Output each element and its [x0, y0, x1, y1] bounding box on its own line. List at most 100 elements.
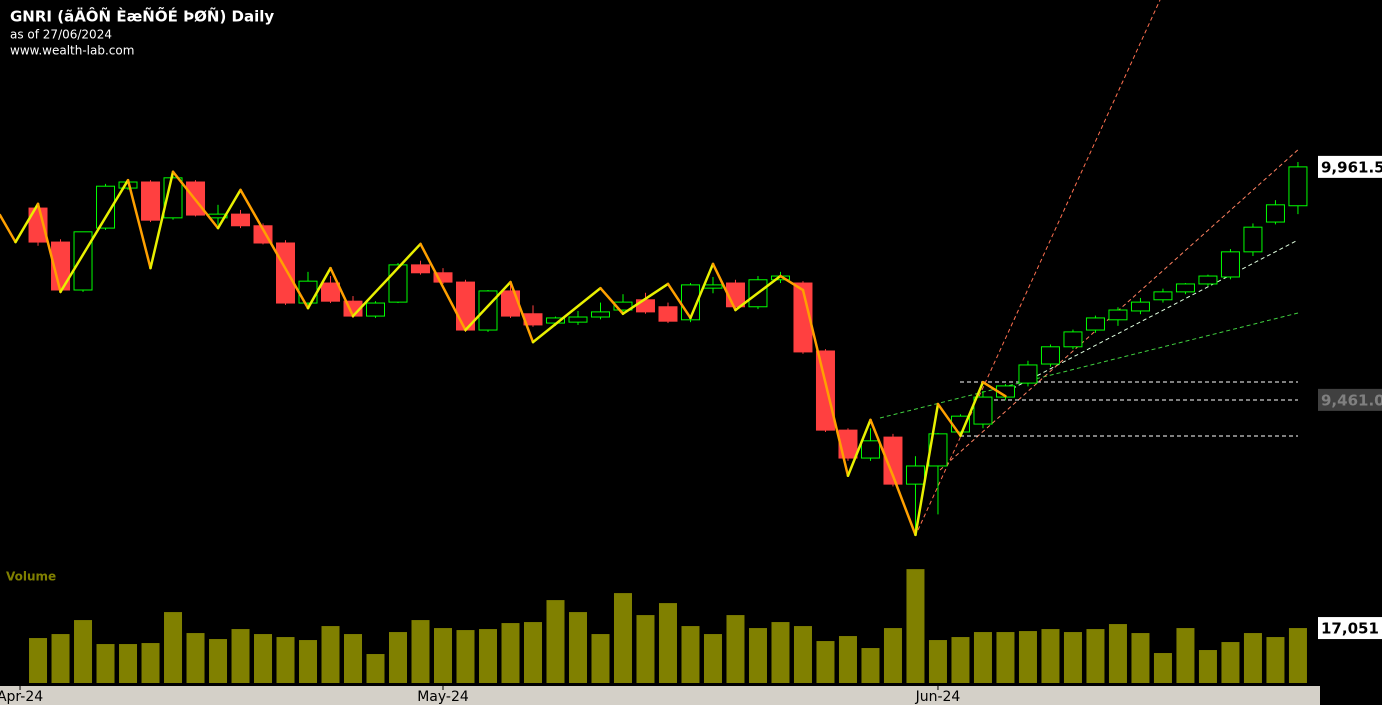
- trend-line: [879, 312, 1299, 419]
- trend-line: [917, 0, 1161, 531]
- volume-bar: [613, 593, 632, 683]
- source: www.wealth-lab.com: [10, 44, 134, 58]
- volume-bar: [478, 629, 497, 683]
- zigzag-segment: [891, 474, 917, 537]
- zigzag-segment: [531, 286, 602, 344]
- zigzag-segment: [329, 266, 355, 318]
- candle-body: [860, 440, 880, 459]
- zigzag-segment: [306, 266, 332, 310]
- x-tick-label: May-24: [417, 689, 469, 705]
- volume-bar: [523, 622, 542, 683]
- volume-bar: [231, 629, 250, 683]
- candle-body: [96, 185, 116, 229]
- chart-title: GNRI (ãÄÔÑ ÈæÑÕÉ ÞØÑ) Daily: [10, 7, 274, 26]
- volume-bar: [209, 639, 228, 683]
- zigzag-segment: [14, 202, 40, 244]
- zigzag-segment: [126, 178, 152, 270]
- volume-bar: [1063, 632, 1082, 683]
- candle-body: [411, 264, 431, 274]
- price-label-box: [1318, 388, 1382, 411]
- price-label: 9,961.5: [1321, 158, 1382, 176]
- candle-body: [703, 284, 723, 289]
- volume-bar: [726, 615, 745, 683]
- candle-body: [1265, 204, 1285, 223]
- zigzag-segment: [621, 282, 670, 315]
- zigzag-segment: [869, 418, 895, 477]
- volume-title: Volume: [6, 570, 56, 584]
- candle-body: [613, 301, 633, 311]
- zigzag-segment: [981, 380, 1007, 398]
- candle-body: [1130, 301, 1150, 312]
- candle-body: [658, 306, 678, 322]
- volume-bar: [1198, 650, 1217, 683]
- candle-body: [141, 181, 161, 221]
- candle-body: [1063, 331, 1083, 348]
- zigzag-segment: [666, 282, 692, 320]
- candle-body: [793, 282, 813, 353]
- volume-bar: [321, 626, 340, 683]
- volume-bar: [96, 644, 115, 683]
- trend-lines: [879, 0, 1301, 531]
- volume-bar: [951, 637, 970, 683]
- volume-bar: [186, 633, 205, 683]
- candle-body: [883, 436, 903, 485]
- zigzag-segment: [171, 170, 220, 230]
- volume-bar: [996, 632, 1015, 683]
- candle-body: [815, 350, 835, 431]
- zigzag-segment: [36, 202, 62, 294]
- volume-bar: [344, 634, 363, 683]
- trend-line: [939, 147, 1301, 471]
- volume-bar: [1108, 624, 1127, 683]
- candle-body: [73, 231, 93, 291]
- volume-bar: [1018, 631, 1037, 683]
- candle-body: [231, 213, 251, 227]
- volume-bar: [816, 641, 835, 683]
- volume-bar: [771, 622, 790, 683]
- volume-bar: [51, 634, 70, 683]
- zigzag-segment: [216, 188, 242, 230]
- zigzag-segment: [464, 280, 512, 332]
- volume-bar: [973, 632, 992, 683]
- volume-bar: [254, 634, 273, 683]
- volume-bar: [838, 636, 857, 683]
- zigzag-segment: [59, 178, 130, 294]
- volume-label: 17,051: [1321, 620, 1379, 638]
- candle-body: [1288, 166, 1308, 207]
- chart-subtitle: as of 27/06/2024: [10, 28, 112, 42]
- volume-bar: [568, 612, 587, 683]
- volume-bar: [883, 628, 902, 683]
- zigzag-segment: [689, 262, 715, 320]
- volume-bar: [456, 630, 475, 683]
- candle-body: [276, 242, 296, 304]
- candle-body: [568, 316, 588, 323]
- candle-body: [973, 396, 993, 425]
- volume-bar: [74, 620, 93, 683]
- volume-bar: [658, 603, 677, 683]
- candle-body: [1040, 346, 1060, 365]
- volume-bar: [748, 628, 767, 683]
- candle-body: [1018, 364, 1038, 384]
- zigzag-segment: [801, 288, 850, 477]
- candle-body: [1243, 226, 1263, 253]
- volume-bar: [411, 620, 430, 683]
- candle-body: [298, 280, 318, 304]
- zigzag-segment: [149, 170, 175, 270]
- volume-bar: [366, 654, 385, 683]
- zigzag-segment: [509, 280, 535, 344]
- volume-bar: [1288, 628, 1307, 683]
- zigzag-segment: [711, 262, 737, 312]
- volume-bar: [1131, 633, 1150, 683]
- volume-bar: [1086, 629, 1105, 683]
- volume-bar: [141, 643, 160, 683]
- candle-body: [905, 465, 925, 485]
- volume-bar: [29, 638, 48, 683]
- candle-body: [1198, 275, 1218, 285]
- candle-body: [1108, 309, 1128, 321]
- volume-bar: [433, 628, 452, 683]
- zigzag-segment: [846, 418, 872, 477]
- candle-body: [478, 290, 498, 331]
- zigzag-segment: [959, 380, 985, 437]
